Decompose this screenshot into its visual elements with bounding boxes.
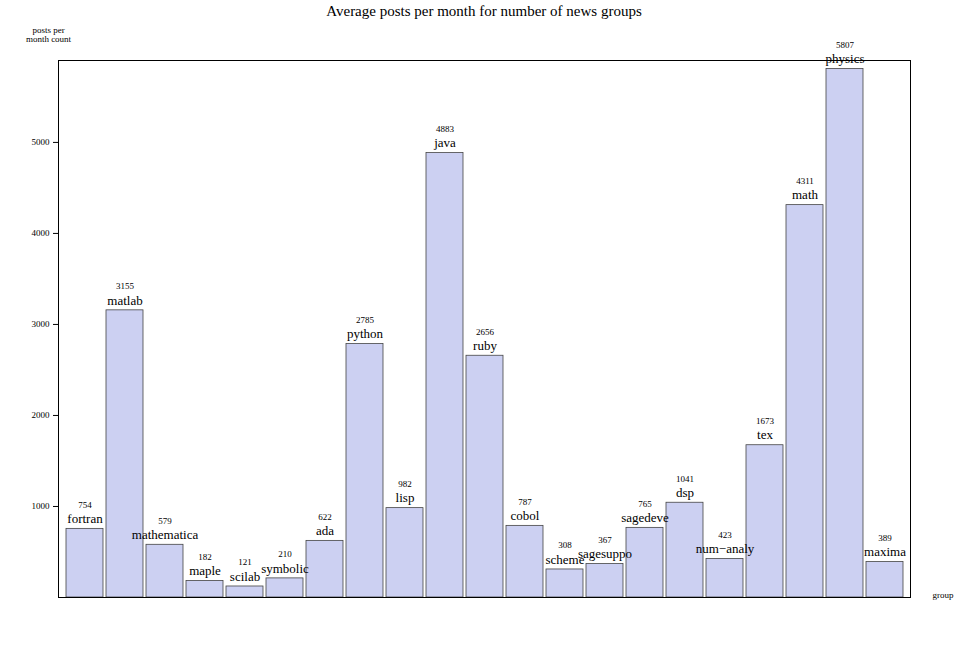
svg-text:scilab: scilab (230, 569, 260, 584)
svg-text:182: 182 (198, 552, 212, 562)
svg-text:787: 787 (518, 497, 532, 507)
svg-text:1041: 1041 (676, 474, 694, 484)
svg-text:lisp: lisp (396, 490, 415, 505)
svg-text:2000: 2000 (32, 410, 51, 420)
svg-text:5000: 5000 (32, 137, 51, 147)
svg-text:423: 423 (718, 530, 732, 540)
svg-text:622: 622 (318, 512, 332, 522)
svg-text:367: 367 (598, 535, 612, 545)
svg-text:symbolic: symbolic (261, 561, 309, 576)
svg-text:2785: 2785 (356, 315, 375, 325)
svg-text:ada: ada (316, 523, 334, 538)
svg-text:maxima: maxima (864, 544, 906, 559)
svg-text:sagedeve: sagedeve (621, 510, 669, 525)
svg-text:posts permonth count: posts permonth count (26, 25, 72, 44)
svg-text:1673: 1673 (756, 416, 775, 426)
svg-text:3000: 3000 (32, 319, 51, 329)
svg-text:389: 389 (878, 533, 892, 543)
svg-text:dsp: dsp (676, 485, 694, 500)
svg-text:group: group (933, 590, 954, 600)
svg-text:579: 579 (158, 516, 172, 526)
svg-text:scheme: scheme (545, 551, 585, 567)
svg-text:java: java (433, 135, 456, 150)
svg-text:ruby: ruby (473, 338, 497, 353)
svg-text:maple: maple (189, 563, 221, 578)
html-text:Average posts per month for nu: Average posts per month for number of ne… (326, 3, 642, 19)
svg-text:physics: physics (826, 51, 865, 66)
svg-text:308: 308 (558, 540, 572, 550)
svg-text:4883: 4883 (436, 124, 455, 134)
svg-text:fortran: fortran (67, 511, 103, 526)
svg-text:cobol: cobol (511, 508, 540, 523)
svg-text:210: 210 (278, 549, 292, 559)
svg-text:754: 754 (78, 500, 92, 510)
svg-text:1000: 1000 (32, 501, 51, 511)
svg-text:3155: 3155 (116, 281, 135, 291)
svg-text:2656: 2656 (476, 327, 495, 337)
svg-text:765: 765 (638, 499, 652, 509)
svg-text:121: 121 (238, 557, 252, 567)
svg-text:4311: 4311 (796, 176, 814, 186)
svg-text:tex: tex (757, 427, 773, 442)
svg-text:num−analy: num−analy (696, 541, 755, 556)
svg-text:5807: 5807 (836, 40, 855, 50)
svg-text:sagesuppo: sagesuppo (578, 546, 632, 561)
svg-text:matlab: matlab (107, 293, 142, 308)
svg-text:4000: 4000 (32, 228, 51, 238)
svg-text:982: 982 (398, 479, 412, 489)
svg-text:python: python (347, 326, 384, 341)
svg-text:mathematica: mathematica (132, 527, 199, 542)
svg-text:math: math (792, 187, 818, 202)
